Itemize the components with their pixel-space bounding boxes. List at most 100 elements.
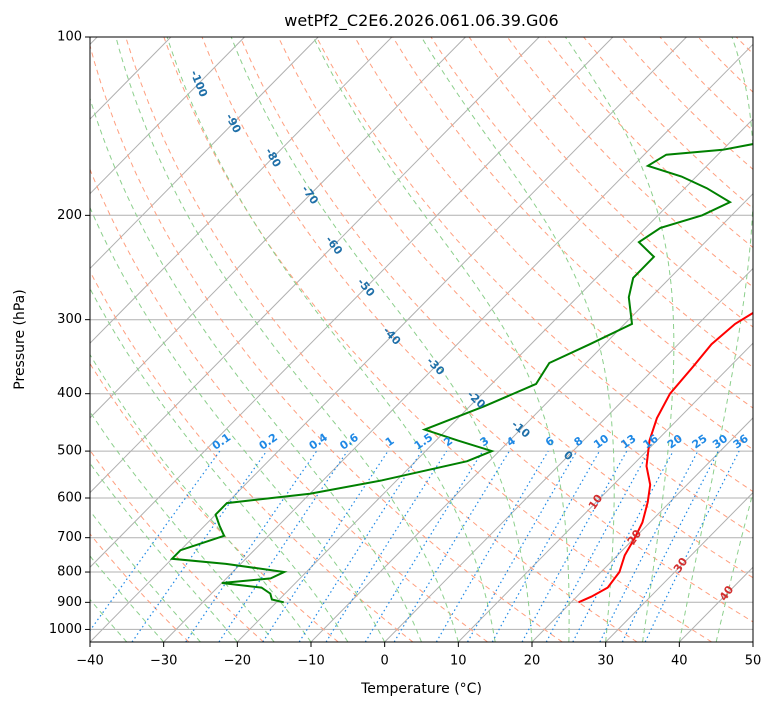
y-tick-label: 600 — [57, 491, 82, 506]
y-axis-label: Pressure (hPa) — [12, 289, 28, 389]
isotherm-line — [90, 37, 466, 419]
mixing-ratio-label: 1.5 — [412, 431, 435, 453]
isotherm-line — [236, 118, 753, 642]
line-labels: 0.1 0.2 0.4 0.6 1 1.5 2 3 4 6 8 10 13 16 20 25 30 36-100-… — [188, 69, 752, 604]
x-tick-label: 0 — [381, 654, 389, 669]
y-tick-label: 400 — [57, 386, 82, 401]
isotherm-line — [531, 417, 753, 642]
x-tick-label: −40 — [76, 654, 103, 669]
mixing-ratio-label: 16 — [641, 432, 661, 452]
mixing-ratio-label: 13 — [619, 432, 639, 451]
temperature-line — [578, 311, 753, 604]
isotherm-line — [678, 566, 753, 642]
mixing-ratio-line — [298, 450, 423, 642]
isotherm-line — [90, 37, 245, 195]
y-tick-label: 200 — [57, 208, 82, 223]
isotherm-line — [90, 37, 614, 568]
mixing-ratio-label: 8 — [572, 434, 586, 449]
mixing-ratio-line — [185, 450, 318, 642]
y-tick-label: 100 — [57, 30, 82, 45]
dry-adiabat-line — [125, 37, 638, 642]
mixing-ratio-line — [621, 450, 719, 642]
isotherm-line — [605, 491, 753, 642]
isotherm-line — [457, 342, 753, 642]
mixing-ratio-label: 0.4 — [307, 431, 331, 453]
x-tick-label: −30 — [150, 654, 177, 669]
moist-adiabat-line — [90, 598, 128, 642]
mixing-ratio-line — [364, 450, 484, 642]
isotherm-line — [90, 37, 540, 494]
moist-adiabat-line — [90, 462, 238, 642]
moist-adiabat-line — [90, 287, 349, 642]
mixing-ratio-line — [491, 450, 601, 642]
moist-adiabat-line — [312, 37, 570, 642]
dry-adiabat-line — [90, 43, 563, 642]
isotherm-line — [90, 37, 687, 642]
mixing-ratio-label: 0.1 — [210, 431, 233, 453]
x-tick-label: −10 — [297, 654, 324, 669]
mixing-ratio-line — [131, 450, 268, 642]
isotherm-line — [90, 37, 393, 344]
mixing-ratio-label: 25 — [690, 432, 710, 451]
moist-adiabat-line — [90, 510, 201, 642]
isotherm-line — [90, 37, 319, 270]
moist-adiabat-line — [166, 37, 496, 642]
y-tick-label: 300 — [57, 312, 82, 327]
moist-adiabat-line — [90, 96, 422, 642]
mixing-ratio-line — [572, 450, 674, 642]
dry-adiabat-line — [90, 533, 190, 642]
mixing-ratio-line — [644, 450, 740, 642]
y-tick-label: 1000 — [49, 622, 82, 637]
isotherm-line — [163, 43, 753, 642]
dry-adiabat-line — [90, 362, 339, 642]
dry-adiabat-line — [354, 37, 753, 451]
moist-adiabat-line — [715, 490, 753, 642]
mixing-ratio-label: 4 — [504, 434, 518, 449]
mixing-ratio-line — [262, 450, 389, 642]
dry-adiabat-line — [621, 37, 753, 171]
moist-adiabat-line — [420, 37, 615, 642]
moist-adiabat-line — [90, 555, 165, 642]
mixing-ratio-line — [393, 450, 510, 642]
axis-ticks: −40 −30 −20 −10 0 10 20 30 40 50 100 200 300 400 500 60… — [49, 30, 761, 669]
dry-adiabat-line — [90, 449, 264, 642]
dry-adiabat-line — [316, 37, 753, 493]
x-tick-label: 10 — [450, 654, 467, 669]
dry-adiabat-line — [430, 37, 753, 368]
dry-adiabat-line — [468, 37, 753, 328]
moist-adiabat-line — [115, 37, 459, 642]
x-tick-label: −20 — [224, 654, 251, 669]
chart-title: wetPf2_C2E6.2026.061.06.39.G06 — [284, 11, 558, 31]
mixing-ratio-label: 0.2 — [257, 431, 280, 453]
mixing-ratio-label: 2 — [441, 434, 455, 449]
moist-adiabat-line — [564, 37, 675, 642]
mixing-ratio-label: 1 — [383, 434, 397, 449]
isotherm-line — [384, 267, 753, 642]
y-tick-label: 800 — [57, 565, 82, 580]
dry-adiabat-line — [163, 37, 712, 642]
x-tick-label: 20 — [524, 654, 541, 669]
mixing-ratio-line — [218, 450, 348, 642]
dry-adiabat-label: -100 — [188, 69, 211, 100]
plot-area — [90, 37, 753, 642]
moist-adiabat-line — [230, 37, 533, 642]
x-tick-label: 30 — [597, 654, 614, 669]
dry-adiabat-line — [277, 37, 753, 535]
dry-adiabat-line — [90, 168, 488, 642]
dry-adiabat-line — [90, 270, 414, 642]
mixing-ratio-label: 20 — [665, 432, 685, 452]
moist-adiabat-line — [90, 206, 386, 642]
moist-adiabat-line — [90, 353, 312, 642]
moist-adiabat-line — [90, 410, 275, 642]
x-tick-label: 50 — [745, 654, 762, 669]
y-tick-label: 700 — [57, 530, 82, 545]
mixing-ratio-line — [521, 450, 628, 642]
mixing-ratio-label: 36 — [731, 432, 751, 452]
dry-adiabat-line — [697, 37, 753, 93]
y-tick-label: 500 — [57, 444, 82, 459]
y-tick-label: 900 — [57, 595, 82, 610]
dry-adiabat-line — [735, 37, 753, 55]
mixing-ratio-line — [435, 450, 549, 642]
mixing-ratio-label: 30 — [710, 432, 730, 452]
